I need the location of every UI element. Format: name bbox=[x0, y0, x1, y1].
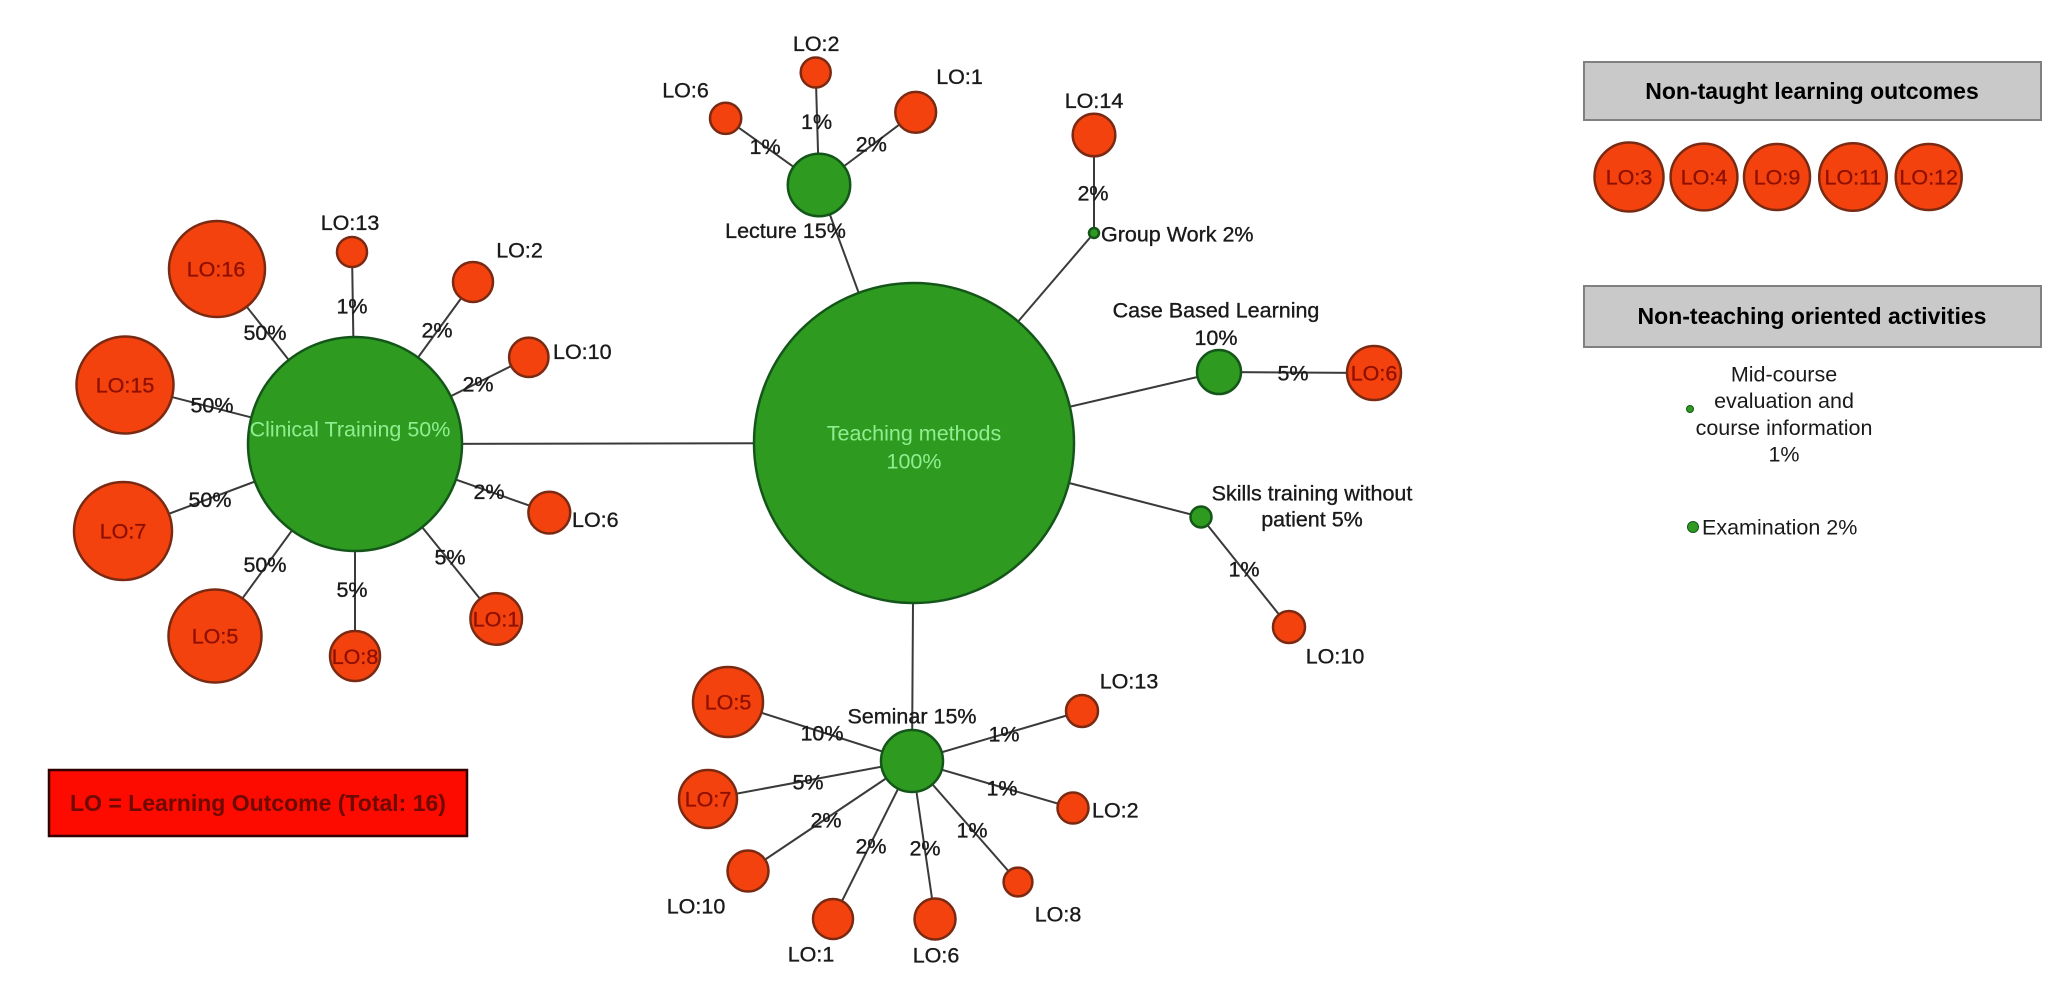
svg-text:LO:10: LO:10 bbox=[1306, 645, 1365, 669]
svg-text:LO:13: LO:13 bbox=[321, 211, 380, 235]
svg-text:5%: 5% bbox=[1277, 362, 1308, 386]
svg-text:LO:8: LO:8 bbox=[332, 645, 379, 669]
svg-text:50%: 50% bbox=[188, 488, 231, 512]
svg-text:LO:10: LO:10 bbox=[667, 895, 726, 919]
svg-text:1%: 1% bbox=[750, 135, 781, 159]
svg-text:Skills training without: Skills training without bbox=[1212, 482, 1413, 506]
svg-text:LO:14: LO:14 bbox=[1065, 89, 1124, 113]
svg-text:Case Based Learning: Case Based Learning bbox=[1113, 299, 1320, 323]
svg-text:LO:6: LO:6 bbox=[662, 79, 709, 103]
svg-text:2%: 2% bbox=[855, 835, 886, 859]
svg-text:Teaching methods: Teaching methods bbox=[827, 422, 1002, 446]
svg-text:10%: 10% bbox=[800, 722, 843, 746]
svg-text:LO:6: LO:6 bbox=[1351, 362, 1398, 386]
svg-text:LO = Learning Outcome (Total:: LO = Learning Outcome (Total: 16) bbox=[70, 790, 446, 816]
svg-text:LO:8: LO:8 bbox=[1035, 903, 1082, 927]
svg-text:2%: 2% bbox=[810, 809, 841, 833]
svg-text:LO:1: LO:1 bbox=[788, 943, 835, 967]
svg-text:LO:9: LO:9 bbox=[1754, 166, 1801, 190]
svg-text:LO:6: LO:6 bbox=[913, 944, 960, 968]
svg-text:LO:10: LO:10 bbox=[553, 340, 612, 364]
svg-text:5%: 5% bbox=[336, 578, 367, 602]
svg-text:1%: 1% bbox=[956, 819, 987, 843]
svg-text:LO:16: LO:16 bbox=[187, 258, 246, 282]
svg-text:LO:6: LO:6 bbox=[572, 508, 619, 532]
svg-text:1%: 1% bbox=[336, 294, 367, 318]
svg-text:50%: 50% bbox=[243, 553, 286, 577]
svg-text:LO:12: LO:12 bbox=[1899, 166, 1958, 190]
svg-text:LO:3: LO:3 bbox=[1606, 166, 1653, 190]
svg-text:2%: 2% bbox=[856, 133, 887, 157]
svg-text:LO:7: LO:7 bbox=[100, 520, 147, 544]
svg-text:10%: 10% bbox=[1194, 326, 1237, 350]
svg-text:LO:13: LO:13 bbox=[1100, 670, 1159, 694]
svg-text:LO:2: LO:2 bbox=[793, 32, 840, 56]
svg-text:evaluation and: evaluation and bbox=[1714, 389, 1854, 413]
svg-text:50%: 50% bbox=[243, 321, 286, 345]
svg-text:5%: 5% bbox=[792, 771, 823, 795]
svg-text:LO:1: LO:1 bbox=[936, 65, 983, 89]
svg-text:course information: course information bbox=[1696, 416, 1873, 440]
svg-text:1%: 1% bbox=[1228, 558, 1259, 582]
svg-text:Mid-course: Mid-course bbox=[1731, 363, 1837, 387]
svg-text:patient 5%: patient 5% bbox=[1261, 508, 1363, 532]
svg-text:2%: 2% bbox=[462, 373, 493, 397]
svg-text:2%: 2% bbox=[909, 837, 940, 861]
svg-text:LO:2: LO:2 bbox=[1092, 799, 1139, 823]
svg-text:Seminar 15%: Seminar 15% bbox=[847, 705, 976, 729]
svg-text:1%: 1% bbox=[1768, 443, 1799, 467]
svg-text:100%: 100% bbox=[887, 450, 942, 474]
svg-text:1%: 1% bbox=[986, 777, 1017, 801]
svg-text:50%: 50% bbox=[190, 393, 233, 417]
svg-text:Group Work 2%: Group Work 2% bbox=[1101, 223, 1254, 247]
svg-text:LO:7: LO:7 bbox=[685, 788, 732, 812]
svg-text:5%: 5% bbox=[434, 546, 465, 570]
svg-text:LO:11: LO:11 bbox=[1825, 166, 1882, 190]
svg-text:LO:5: LO:5 bbox=[705, 691, 752, 715]
svg-text:2%: 2% bbox=[473, 480, 504, 504]
svg-text:Lecture 15%: Lecture 15% bbox=[725, 219, 846, 243]
svg-text:Non-taught learning outcomes: Non-taught learning outcomes bbox=[1645, 78, 1979, 104]
svg-text:1%: 1% bbox=[988, 723, 1019, 747]
svg-text:Non-teaching oriented activiti: Non-teaching oriented activities bbox=[1638, 303, 1987, 329]
svg-text:LO:5: LO:5 bbox=[192, 625, 239, 649]
svg-text:LO:4: LO:4 bbox=[1681, 166, 1728, 190]
svg-text:LO:2: LO:2 bbox=[496, 239, 543, 263]
svg-text:LO:15: LO:15 bbox=[96, 374, 155, 398]
svg-text:Clinical Training 50%: Clinical Training 50% bbox=[250, 418, 451, 442]
svg-text:LO:1: LO:1 bbox=[473, 608, 520, 632]
svg-text:Examination 2%: Examination 2% bbox=[1702, 516, 1857, 540]
svg-text:1%: 1% bbox=[801, 110, 832, 134]
svg-text:2%: 2% bbox=[421, 318, 452, 342]
svg-text:2%: 2% bbox=[1077, 182, 1108, 206]
